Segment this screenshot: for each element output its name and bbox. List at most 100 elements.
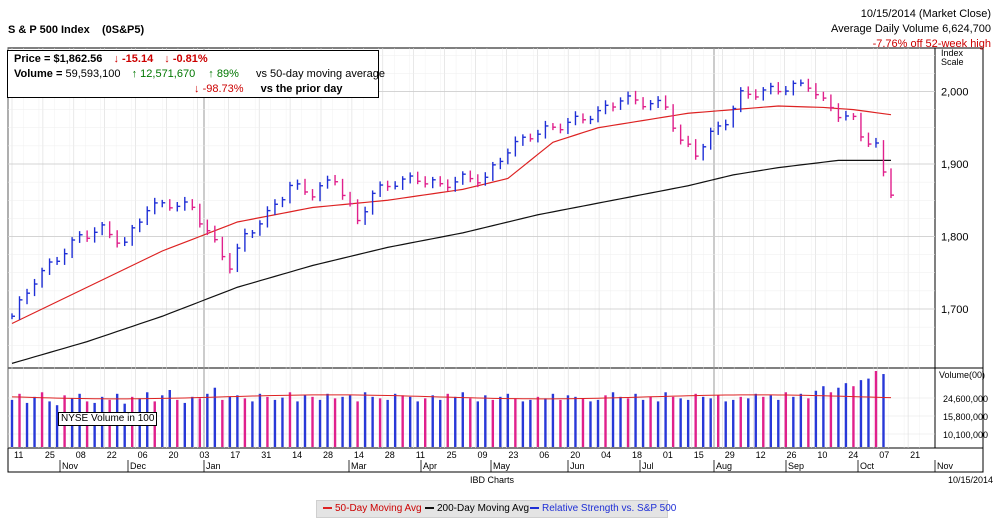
volume-bar — [559, 399, 562, 447]
month-tick-label: Aug — [716, 461, 732, 471]
day-tick-label: 20 — [570, 450, 580, 460]
day-tick-label: 21 — [910, 450, 920, 460]
volume-bar — [784, 392, 788, 447]
volume-bar — [191, 396, 194, 447]
prior-day-row: ↓ -98.73% vs the prior day — [194, 83, 343, 95]
volume-bar — [408, 396, 412, 447]
volume-bar — [378, 398, 382, 447]
volume-bar — [348, 395, 352, 447]
day-tick-label: 15 — [694, 450, 704, 460]
volume-axis-title: Volume(00) — [939, 370, 985, 380]
volume-bar — [701, 396, 705, 447]
volume-bar — [656, 401, 660, 447]
month-tick-label: Nov — [62, 461, 79, 471]
day-tick-label: 29 — [725, 450, 735, 460]
volume-bar — [859, 380, 863, 447]
scale-subtitle: Scale — [941, 57, 964, 67]
volume-bar — [874, 371, 878, 447]
volume-bar — [221, 399, 224, 447]
volume-bar — [529, 399, 532, 447]
volume-bar — [311, 396, 314, 447]
day-tick-label: 09 — [478, 450, 488, 460]
volume-average-line — [11, 394, 892, 400]
volume-bar — [183, 402, 186, 447]
index-title: S & P 500 Index (0S&P5) — [8, 24, 145, 36]
moving-average-lines — [11, 105, 892, 364]
volume-bar — [281, 397, 284, 447]
volume-bar — [852, 386, 855, 447]
volume-bar — [356, 401, 359, 447]
vs-prior-label: vs the prior day — [260, 83, 343, 95]
volume-bar — [514, 398, 517, 447]
volume-bar — [326, 393, 329, 447]
volume-bar — [296, 401, 299, 447]
volume-bar — [762, 396, 765, 447]
volume-change-pct: 89% — [216, 68, 239, 80]
volume-bar — [709, 398, 712, 447]
volume-bar — [213, 387, 217, 447]
scale-title: Index — [941, 48, 964, 58]
volume-bar — [243, 398, 247, 447]
volume-bar — [807, 398, 810, 447]
volume-bar — [288, 392, 292, 447]
day-tick-label: 11 — [14, 450, 23, 460]
day-tick-label: 17 — [230, 450, 240, 460]
day-tick-label: 26 — [787, 450, 797, 460]
chart-legend: 50-Day Moving Avg 200-Day Moving Avg Rel… — [316, 500, 676, 518]
volume-bar — [611, 392, 615, 447]
volume-bar — [18, 393, 21, 447]
volume-bar — [476, 401, 479, 447]
price-tick-label: 1,800 — [941, 232, 969, 244]
ma50-line — [11, 105, 892, 325]
source-label: IBD Charts — [470, 475, 515, 485]
price-change: -15.14 — [122, 53, 154, 65]
volume-bar — [536, 396, 540, 447]
volume-bar — [499, 396, 502, 447]
volume-bar — [777, 399, 780, 447]
chart-axes: 11 25 08 22 06 20 03 17 31 14 28 14 28 11 25 09 23 06 20 04… — [14, 48, 988, 472]
day-tick-label: 03 — [199, 450, 209, 460]
vs-50-day-label: vs 50-day moving average — [255, 68, 385, 80]
nyse-volume-label: NYSE Volume in 100 — [58, 412, 158, 426]
volume-tick-label: 24,600,000 — [943, 394, 988, 404]
day-tick-label: 07 — [879, 450, 889, 460]
volume-bars — [10, 371, 892, 447]
day-tick-label: 24 — [848, 450, 858, 460]
volume-bar — [333, 398, 337, 447]
volume-tick-label: 10,100,000 — [943, 430, 988, 440]
volume-bar — [228, 396, 232, 447]
day-tick-label: 08 — [76, 450, 86, 460]
volume-bar — [273, 399, 277, 447]
volume-bar — [10, 399, 14, 447]
volume-bar — [619, 396, 622, 447]
volume-bar — [161, 395, 164, 447]
volume-tick-label: 15,800,000 — [943, 412, 988, 422]
prior-day-pct: -98.73% — [202, 83, 244, 95]
volume-row: Volume = 59,593,100 ↑ 12,571,670 ↑ 89% v… — [14, 68, 385, 80]
price-tick-label: 1,700 — [941, 304, 969, 316]
volume-bar — [401, 395, 404, 447]
volume-bar — [318, 399, 322, 447]
volume-bar — [469, 398, 472, 447]
day-tick-label: 06 — [539, 450, 549, 460]
footer-date: 10/15/2014 — [947, 475, 993, 485]
volume-bar — [626, 398, 630, 447]
legend-ma200: 200-Day Moving Avg — [425, 503, 529, 514]
day-tick-label: 22 — [107, 450, 117, 460]
volume-bar — [206, 393, 209, 447]
month-tick-label: Apr — [423, 461, 437, 471]
avg-volume-line: Average Daily Volume 6,624,700 — [830, 23, 991, 35]
volume-change: 12,571,670 — [140, 68, 196, 80]
volume-bar — [837, 387, 840, 447]
volume-bar — [33, 396, 36, 447]
volume-bar — [491, 399, 495, 447]
month-tick-label: Mar — [351, 461, 367, 471]
month-tick-label: Oct — [860, 461, 875, 471]
price-bars — [11, 78, 894, 320]
volume-bar — [581, 398, 585, 447]
day-tick-label: 31 — [261, 450, 271, 460]
month-tick-label: Dec — [130, 461, 147, 471]
volume-bar — [258, 393, 262, 447]
volume-bar — [694, 393, 697, 447]
volume-bar — [717, 395, 720, 447]
